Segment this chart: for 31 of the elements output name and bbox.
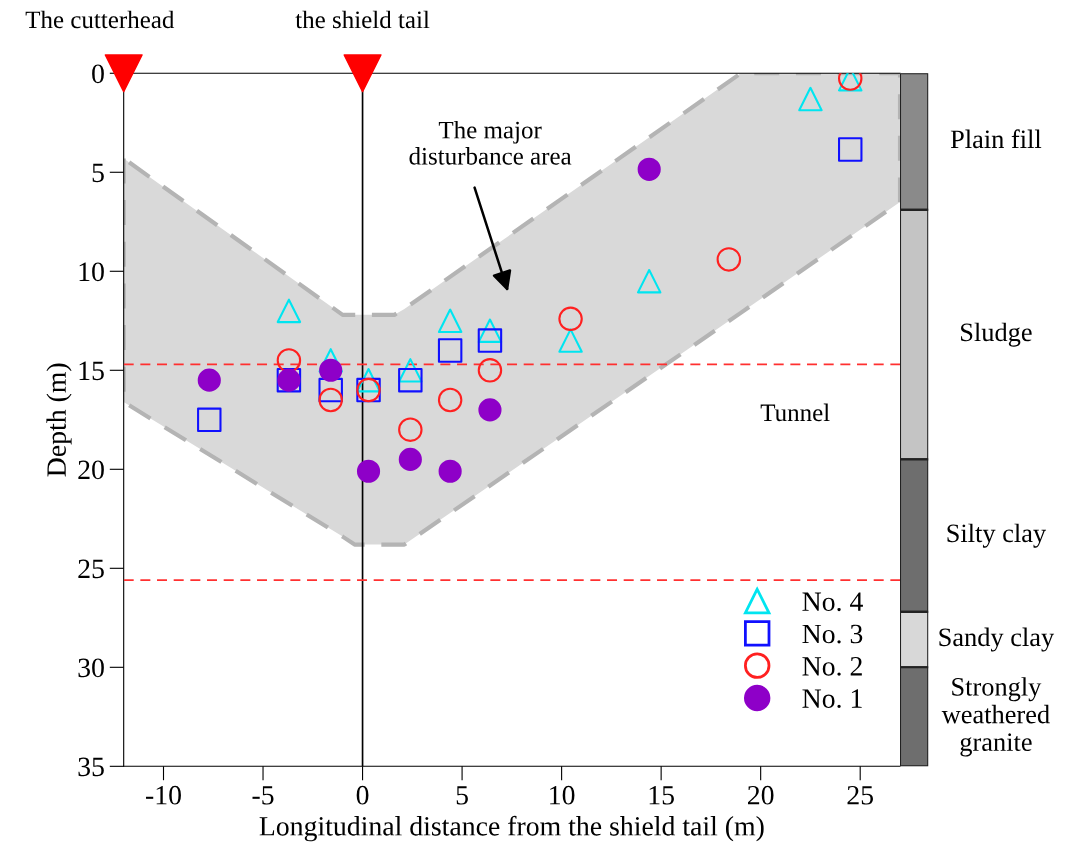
series-label: Sludge [961, 322, 1032, 347]
legend-label: No. 4 [802, 592, 863, 612]
y-tick-label: 15 [79, 361, 104, 381]
x-tick-label: 10 [550, 785, 575, 805]
legend-label: No. 1 [802, 689, 862, 709]
y-tick-label: 25 [78, 559, 104, 579]
y-axis-title: Depth (m) [46, 363, 72, 477]
y-tick-label: 35 [78, 757, 104, 777]
y-tick-label: 0 [92, 64, 104, 84]
x-tick-label: 5 [456, 786, 468, 805]
y-tick-label: 10 [79, 262, 104, 282]
x-tick-label: 25 [847, 785, 873, 805]
legend-label: No. 3 [802, 624, 863, 644]
series-label: Plain fill [950, 129, 1042, 149]
x-tick-label: -5 [252, 786, 274, 805]
annotation: Tunnel [760, 403, 830, 422]
x-tick-label: 15 [649, 786, 674, 805]
annotation: The major disturbance area [409, 120, 572, 165]
series-label: Sandy clay [939, 627, 1055, 652]
x-axis-title: Longitudinal distance from the shield tail (m) [259, 815, 764, 842]
series-label: Strongly weathered granite [941, 677, 1050, 757]
x-tick-label: 20 [748, 785, 774, 805]
annotation: The cutterhead [25, 10, 175, 29]
y-tick-label: 20 [78, 460, 104, 480]
y-tick-label: 5 [92, 163, 104, 183]
x-tick-label: 0 [356, 785, 369, 805]
legend-label: No. 2 [802, 656, 862, 676]
series-label: Silty clay [947, 523, 1047, 548]
y-tick-label: 30 [78, 658, 104, 678]
x-tick-label: -10 [146, 785, 181, 805]
annotation: the shield tail [295, 10, 430, 29]
